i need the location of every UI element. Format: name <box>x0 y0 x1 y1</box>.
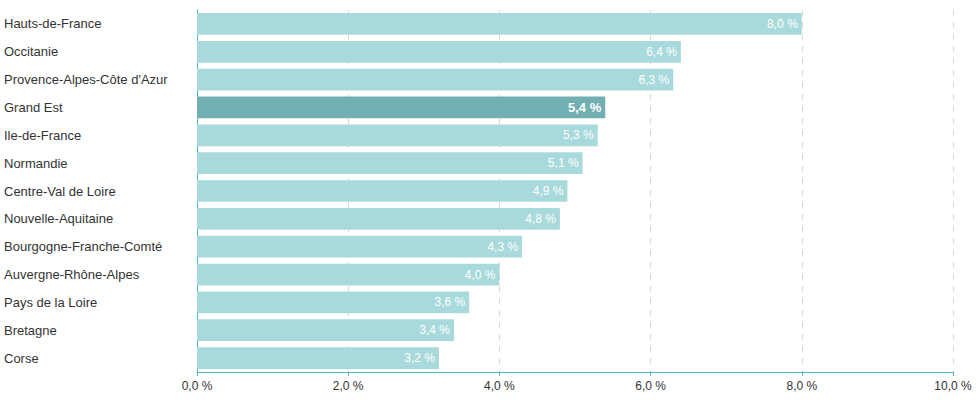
svg-text:Bretagne: Bretagne <box>4 323 57 338</box>
svg-text:4,3 %: 4,3 % <box>487 240 518 254</box>
svg-text:Bourgogne-Franche-Comté: Bourgogne-Franche-Comté <box>4 239 162 254</box>
svg-text:4,0 %: 4,0 % <box>484 379 515 393</box>
svg-text:4,8 %: 4,8 % <box>525 212 556 226</box>
svg-text:8,0 %: 8,0 % <box>767 17 798 31</box>
svg-text:Centre-Val de Loire: Centre-Val de Loire <box>4 184 116 199</box>
svg-text:5,1 %: 5,1 % <box>548 156 579 170</box>
svg-text:6,3 %: 6,3 % <box>639 73 670 87</box>
svg-text:8,0 %: 8,0 % <box>786 379 817 393</box>
svg-text:4,9 %: 4,9 % <box>533 184 564 198</box>
svg-text:3,2 %: 3,2 % <box>404 351 435 365</box>
svg-text:6,4 %: 6,4 % <box>646 45 677 59</box>
svg-text:3,6 %: 3,6 % <box>434 295 465 309</box>
svg-text:6,0 %: 6,0 % <box>635 379 666 393</box>
svg-text:Provence-Alpes-Côte d'Azur: Provence-Alpes-Côte d'Azur <box>4 72 168 87</box>
svg-text:Occitanie: Occitanie <box>4 44 58 59</box>
svg-text:0,0 %: 0,0 % <box>182 379 213 393</box>
svg-text:Nouvelle-Aquitaine: Nouvelle-Aquitaine <box>4 211 113 226</box>
svg-text:Ile-de-France: Ile-de-France <box>4 128 81 143</box>
svg-text:5,4 %: 5,4 % <box>568 100 602 115</box>
svg-text:Grand Est: Grand Est <box>4 100 63 115</box>
svg-text:5,3 %: 5,3 % <box>563 128 594 142</box>
svg-text:Auvergne-Rhône-Alpes: Auvergne-Rhône-Alpes <box>4 267 140 282</box>
svg-text:4,0 %: 4,0 % <box>465 268 496 282</box>
svg-text:2,0 %: 2,0 % <box>333 379 364 393</box>
svg-text:10,0 %: 10,0 % <box>934 379 972 393</box>
svg-text:Corse: Corse <box>4 351 39 366</box>
svg-text:Hauts-de-France: Hauts-de-France <box>4 16 102 31</box>
svg-text:Normandie: Normandie <box>4 156 68 171</box>
svg-text:Pays de la Loire: Pays de la Loire <box>4 295 97 310</box>
svg-text:3,4 %: 3,4 % <box>419 323 450 337</box>
